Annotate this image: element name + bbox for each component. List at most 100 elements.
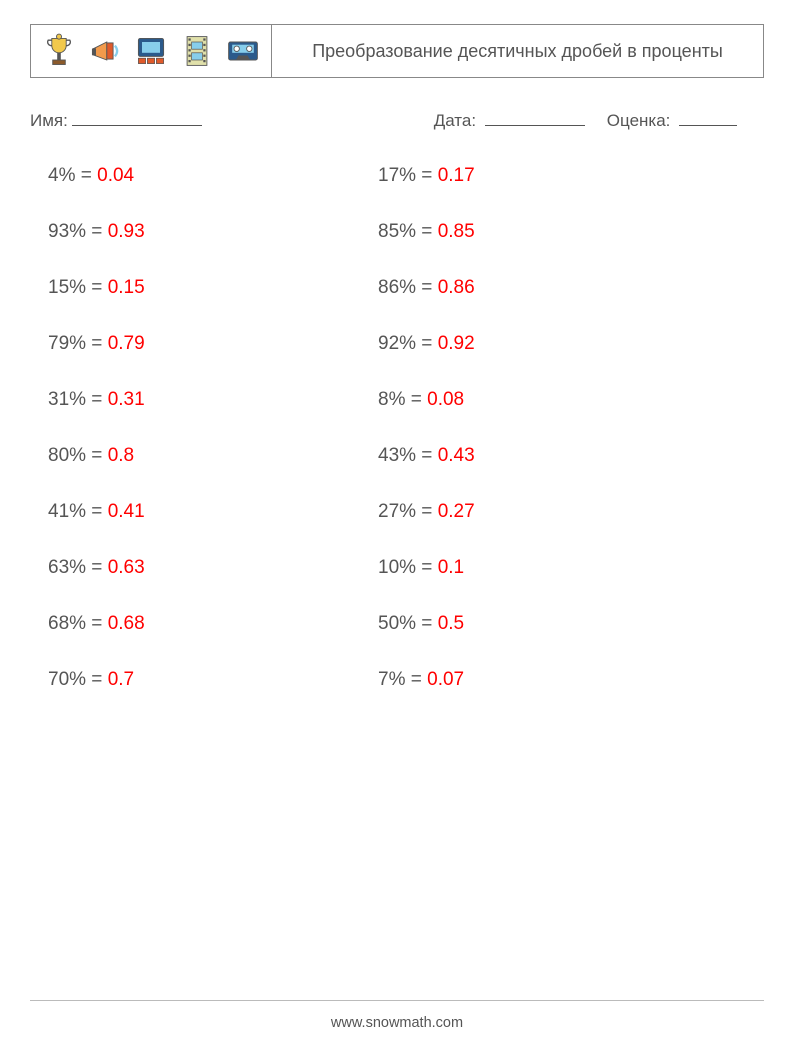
problem-answer: 0.5: [438, 613, 464, 634]
problem-percent: 8%: [378, 389, 405, 410]
problem-row: 50% = 0.5: [378, 613, 708, 635]
problem-answer: 0.1: [438, 557, 464, 578]
problem-answer: 0.63: [108, 557, 145, 578]
score-blank[interactable]: [679, 108, 737, 126]
problem-row: 86% = 0.86: [378, 277, 708, 299]
problem-percent: 85%: [378, 221, 416, 242]
name-blank[interactable]: [72, 108, 202, 126]
problem-column-right: 17% = 0.17 85% = 0.85 86% = 0.86 92% = 0.92…: [378, 165, 708, 691]
tv-icon: [131, 31, 171, 71]
problem-answer: 0.68: [108, 613, 145, 634]
problem-row: 41% = 0.41: [48, 501, 378, 523]
problem-answer: 0.92: [438, 333, 475, 354]
equals-sign: =: [405, 669, 427, 690]
problem-row: 8% = 0.08: [378, 389, 708, 411]
equals-sign: =: [416, 221, 438, 242]
equals-sign: =: [86, 277, 108, 298]
problem-answer: 0.85: [438, 221, 475, 242]
problem-percent: 79%: [48, 333, 86, 354]
problem-answer: 0.43: [438, 445, 475, 466]
equals-sign: =: [86, 501, 108, 522]
name-label: Имя:: [30, 111, 68, 131]
date-blank[interactable]: [485, 108, 585, 126]
equals-sign: =: [416, 613, 438, 634]
equals-sign: =: [416, 557, 438, 578]
score-label: Оценка:: [607, 111, 671, 130]
meta-date: Дата:: [434, 108, 585, 131]
trophy-icon: [39, 31, 79, 71]
problem-percent: 68%: [48, 613, 86, 634]
problem-percent: 50%: [378, 613, 416, 634]
problem-percent: 27%: [378, 501, 416, 522]
problem-row: 70% = 0.7: [48, 669, 378, 691]
header-icon-strip: [31, 25, 272, 77]
problem-answer: 0.04: [97, 165, 134, 186]
problem-answer: 0.79: [108, 333, 145, 354]
equals-sign: =: [86, 669, 108, 690]
megaphone-icon: [85, 31, 125, 71]
problem-percent: 10%: [378, 557, 416, 578]
problem-row: 80% = 0.8: [48, 445, 378, 467]
problem-percent: 17%: [378, 165, 416, 186]
problem-row: 85% = 0.85: [378, 221, 708, 243]
problem-answer: 0.93: [108, 221, 145, 242]
equals-sign: =: [86, 613, 108, 634]
problem-answer: 0.8: [108, 445, 134, 466]
problem-percent: 43%: [378, 445, 416, 466]
problem-percent: 4%: [48, 165, 75, 186]
problem-row: 68% = 0.68: [48, 613, 378, 635]
problem-row: 15% = 0.15: [48, 277, 378, 299]
problem-percent: 80%: [48, 445, 86, 466]
equals-sign: =: [416, 445, 438, 466]
film-icon: [177, 31, 217, 71]
problem-percent: 31%: [48, 389, 86, 410]
problem-percent: 15%: [48, 277, 86, 298]
problem-answer: 0.41: [108, 501, 145, 522]
problem-answer: 0.15: [108, 277, 145, 298]
problem-row: 27% = 0.27: [378, 501, 708, 523]
problem-row: 10% = 0.1: [378, 557, 708, 579]
problem-percent: 41%: [48, 501, 86, 522]
equals-sign: =: [86, 221, 108, 242]
problem-answer: 0.7: [108, 669, 134, 690]
problem-row: 79% = 0.79: [48, 333, 378, 355]
problem-answer: 0.08: [427, 389, 464, 410]
equals-sign: =: [416, 277, 438, 298]
problem-answer: 0.07: [427, 669, 464, 690]
equals-sign: =: [416, 501, 438, 522]
problem-percent: 93%: [48, 221, 86, 242]
equals-sign: =: [416, 165, 438, 186]
date-label: Дата:: [434, 111, 476, 130]
problem-percent: 70%: [48, 669, 86, 690]
problem-percent: 92%: [378, 333, 416, 354]
problem-row: 4% = 0.04: [48, 165, 378, 187]
footer-text: www.snowmath.com: [0, 1015, 794, 1031]
meta-score: Оценка:: [607, 108, 737, 131]
problem-answer: 0.86: [438, 277, 475, 298]
problem-answer: 0.27: [438, 501, 475, 522]
problem-row: 92% = 0.92: [378, 333, 708, 355]
problem-percent: 63%: [48, 557, 86, 578]
cassette-icon: [223, 31, 263, 71]
problem-row: 63% = 0.63: [48, 557, 378, 579]
equals-sign: =: [86, 389, 108, 410]
equals-sign: =: [75, 165, 97, 186]
problem-row: 7% = 0.07: [378, 669, 708, 691]
meta-row: Имя: Дата: Оценка:: [30, 108, 764, 131]
header-bar: Преобразование десятичных дробей в проце…: [30, 24, 764, 78]
worksheet-body: 4% = 0.04 93% = 0.93 15% = 0.15 79% = 0.79 3…: [48, 165, 764, 691]
problem-row: 43% = 0.43: [378, 445, 708, 467]
worksheet-page: Преобразование десятичных дробей в проце…: [0, 0, 794, 1053]
problem-row: 17% = 0.17: [378, 165, 708, 187]
equals-sign: =: [86, 333, 108, 354]
problem-column-left: 4% = 0.04 93% = 0.93 15% = 0.15 79% = 0.79 3…: [48, 165, 378, 691]
problem-percent: 86%: [378, 277, 416, 298]
footer-divider: [30, 1000, 764, 1001]
equals-sign: =: [86, 557, 108, 578]
problem-answer: 0.31: [108, 389, 145, 410]
problem-answer: 0.17: [438, 165, 475, 186]
meta-name: Имя:: [30, 108, 434, 131]
problem-row: 31% = 0.31: [48, 389, 378, 411]
equals-sign: =: [86, 445, 108, 466]
worksheet-title: Преобразование десятичных дробей в проце…: [272, 25, 763, 77]
